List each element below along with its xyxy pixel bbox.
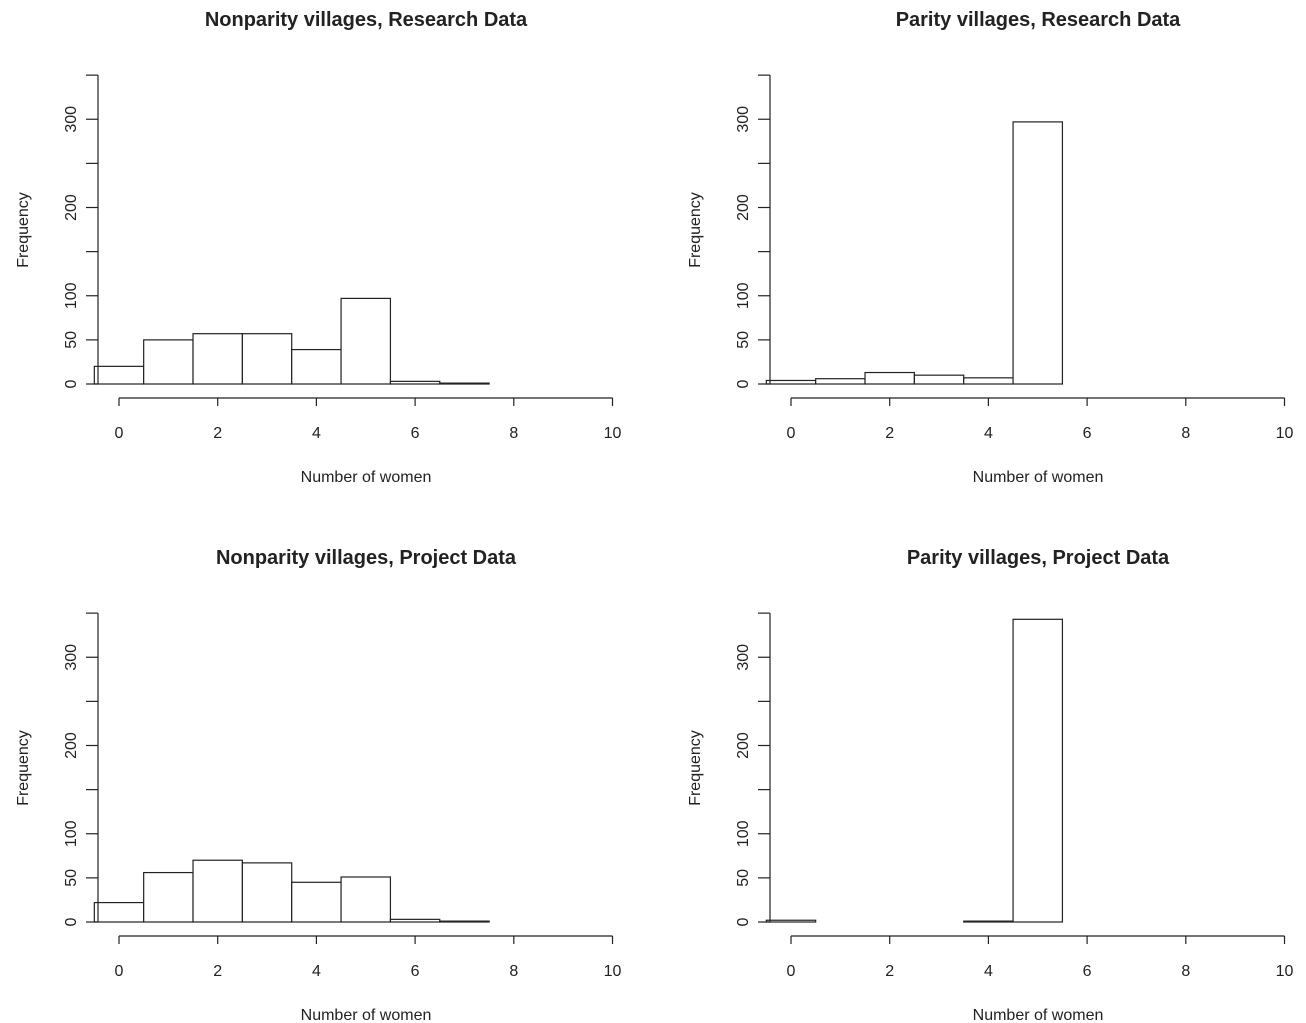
x-tick-label: 2 — [885, 425, 894, 442]
x-tick-label: 10 — [604, 425, 622, 442]
chart-title: Parity villages, Project Data — [907, 547, 1170, 569]
histogram-bar — [1012, 121, 1064, 385]
histogram-bar — [291, 348, 342, 385]
chart-title: Nonparity villages, Project Data — [216, 547, 517, 569]
histogram-bar — [815, 378, 866, 385]
x-axis-label: Number of women — [973, 1007, 1104, 1023]
x-tick-label: 10 — [604, 963, 622, 980]
x-tick-label: 0 — [115, 425, 124, 442]
y-tick-label: 300 — [63, 106, 80, 133]
x-tick-label: 4 — [984, 425, 993, 442]
y-tick-label: 300 — [63, 644, 80, 671]
x-tick-label: 2 — [213, 963, 222, 980]
x-axis-label: Number of women — [301, 1007, 432, 1023]
histogram-bar — [241, 862, 293, 923]
y-tick-label: 0 — [735, 917, 752, 926]
histogram-bar — [765, 919, 817, 923]
y-tick-label: 200 — [735, 732, 752, 759]
histogram-bar — [765, 379, 817, 385]
x-axis-label: Number of women — [973, 469, 1104, 486]
y-tick-label: 50 — [63, 331, 80, 349]
y-tick-label: 200 — [63, 194, 80, 221]
histogram-bar — [291, 881, 342, 923]
x-tick-label: 10 — [1276, 425, 1294, 442]
y-tick-label: 50 — [735, 331, 752, 349]
x-tick-label: 2 — [885, 963, 894, 980]
histogram-bar — [93, 365, 145, 385]
y-tick-label: 50 — [735, 869, 752, 887]
y-tick-label: 100 — [63, 820, 80, 847]
x-tick-label: 4 — [312, 425, 321, 442]
histogram-bar — [963, 920, 1014, 923]
y-tick-label: 200 — [735, 194, 752, 221]
x-tick-label: 0 — [787, 425, 796, 442]
histogram-bar — [439, 382, 490, 385]
y-tick-label: 50 — [63, 869, 80, 887]
x-tick-label: 6 — [1083, 425, 1092, 442]
histogram-bar — [1012, 618, 1064, 923]
y-tick-label: 0 — [63, 917, 80, 926]
y-tick-label: 100 — [63, 282, 80, 309]
chart-title: Parity villages, Research Data — [896, 9, 1181, 31]
y-tick-label: 200 — [63, 732, 80, 759]
x-axis-label: Number of women — [301, 469, 432, 486]
x-tick-label: 8 — [1181, 425, 1190, 442]
x-tick-label: 4 — [984, 963, 993, 980]
histogram-bar — [913, 374, 965, 385]
histogram-bar — [340, 297, 392, 385]
histogram-bar — [192, 333, 243, 385]
y-axis-label: Frequency — [687, 730, 704, 806]
histogram-bar — [192, 859, 243, 923]
histogram-bar — [389, 380, 441, 385]
y-tick-label: 300 — [735, 644, 752, 671]
histogram-bar — [389, 918, 441, 923]
x-tick-label: 0 — [115, 963, 124, 980]
y-tick-label: 100 — [735, 820, 752, 847]
x-tick-label: 8 — [509, 963, 518, 980]
histogram-bar — [241, 333, 293, 385]
x-tick-label: 8 — [1181, 963, 1190, 980]
histogram-bar — [143, 871, 194, 923]
x-tick-label: 6 — [1083, 963, 1092, 980]
y-tick-label: 300 — [735, 106, 752, 133]
y-tick-label: 100 — [735, 282, 752, 309]
x-tick-label: 6 — [411, 963, 420, 980]
chart-title: Nonparity villages, Research Data — [205, 9, 528, 31]
x-tick-label: 8 — [509, 425, 518, 442]
y-axis-label: Frequency — [15, 192, 32, 268]
histogram-bar — [143, 339, 194, 385]
histogram-panel-1: Nonparity villages, Research Data 0 2 4 6 8 10… — [15, 9, 622, 486]
histogram-bar — [864, 371, 915, 385]
histogram-bar — [93, 901, 145, 923]
y-axis-label: Frequency — [15, 730, 32, 806]
x-tick-label: 10 — [1276, 963, 1294, 980]
x-tick-label: 2 — [213, 425, 222, 442]
histogram-bar — [439, 920, 490, 923]
histogram-bar — [340, 876, 392, 923]
x-tick-label: 0 — [787, 963, 796, 980]
histogram-bar — [963, 377, 1014, 385]
y-tick-label: 0 — [735, 379, 752, 388]
y-tick-label: 0 — [63, 379, 80, 388]
x-tick-label: 6 — [411, 425, 420, 442]
y-axis-label: Frequency — [687, 192, 704, 268]
x-tick-label: 4 — [312, 963, 321, 980]
